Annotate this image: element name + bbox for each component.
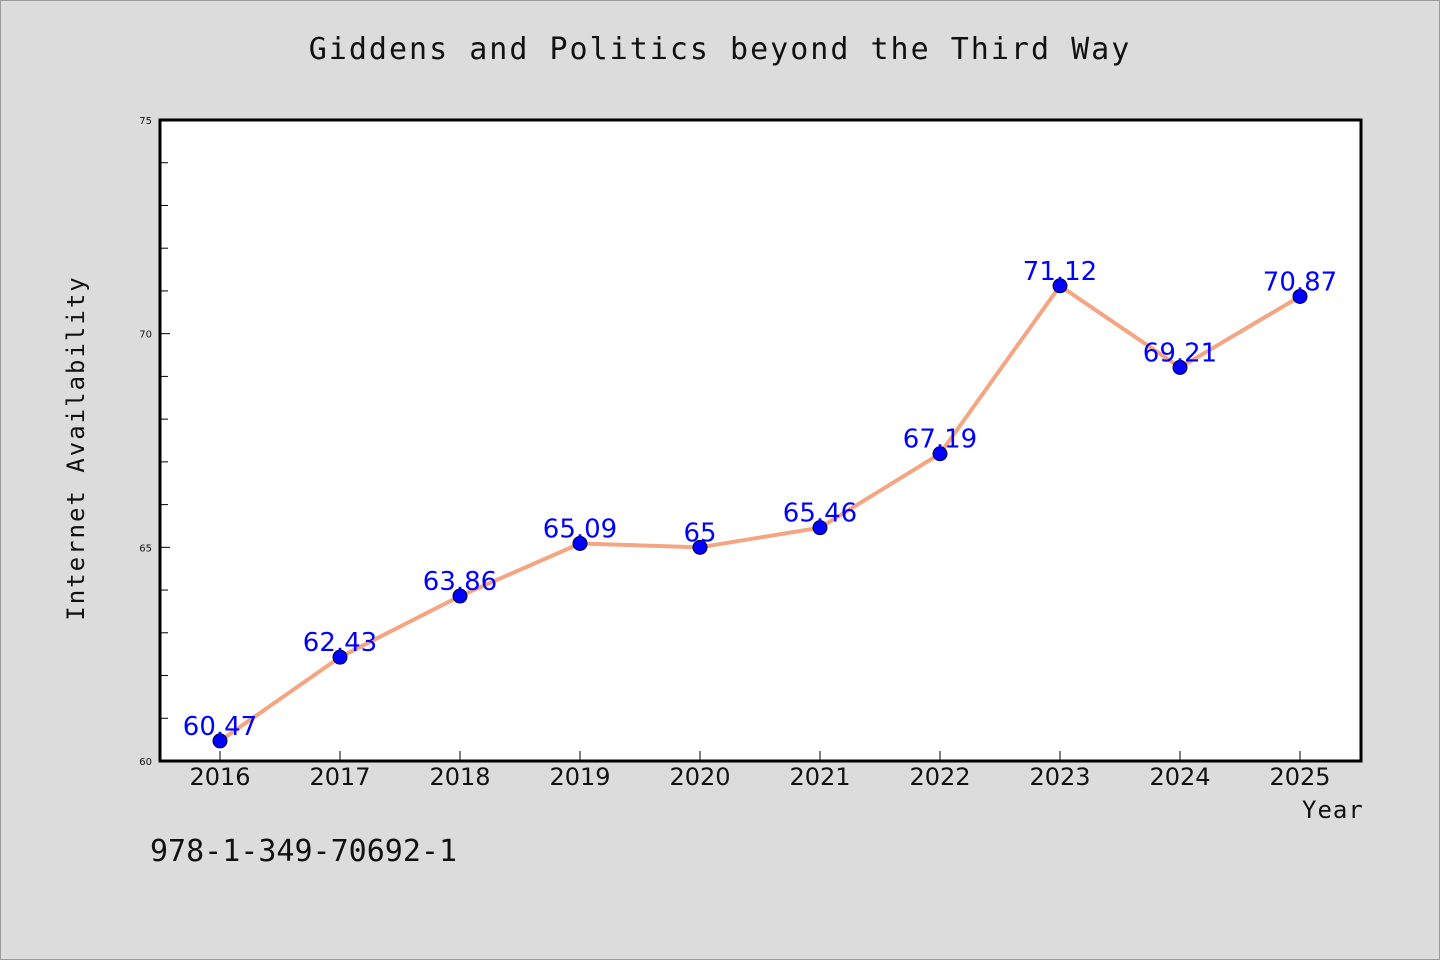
- data-point: [692, 539, 708, 555]
- data-point: [1172, 359, 1188, 375]
- x-tick-label: 2024: [1149, 763, 1210, 791]
- x-tick-label: 2023: [1029, 763, 1090, 791]
- series-line-group: [218, 283, 1302, 743]
- x-axis-label: Year: [1302, 796, 1364, 824]
- y-ticks: 60 65 70 75: [139, 116, 170, 768]
- data-point: [1052, 278, 1068, 294]
- data-point: [452, 588, 468, 604]
- y-tick-label: 75: [139, 116, 152, 127]
- data-label: 65: [683, 518, 716, 548]
- data-label: 63.86: [423, 567, 497, 597]
- data-label: 65.46: [783, 499, 857, 529]
- data-label: 70.87: [1263, 267, 1337, 297]
- x-tick-label: 2021: [789, 763, 850, 791]
- data-point: [572, 535, 588, 551]
- x-tick-label: 2025: [1269, 763, 1330, 791]
- data-point: [1292, 288, 1308, 304]
- x-tick-label: 2022: [909, 763, 970, 791]
- y-tick-label: 65: [139, 543, 152, 554]
- x-ticks: 2016 2017 2018 2019 2020 2021 2022 2023 2024 2025: [189, 751, 1331, 791]
- x-tick-label: 2016: [189, 763, 250, 791]
- plot-area: [158, 118, 1363, 763]
- x-tick-label: 2018: [429, 763, 490, 791]
- series-line: [218, 283, 1302, 743]
- chart-title: Giddens and Politics beyond the Third Wa…: [308, 32, 1132, 67]
- data-label: 60.47: [183, 712, 257, 742]
- data-markers: [212, 278, 1308, 749]
- data-point: [932, 446, 948, 462]
- y-tick-label: 60: [139, 757, 152, 768]
- data-point: [812, 520, 828, 536]
- data-labels: 60.47 62.43 63.86 65.09 65 65.46 67.19 71.12 69.…: [183, 257, 1337, 742]
- x-tick-label: 2020: [669, 763, 730, 791]
- y-tick-label: 70: [139, 330, 152, 341]
- x-tick-label: 2017: [309, 763, 370, 791]
- data-label: 71.12: [1023, 257, 1097, 287]
- data-label: 65.09: [543, 514, 617, 544]
- data-label: 62.43: [303, 628, 377, 658]
- x-tick-label: 2019: [549, 763, 610, 791]
- data-label: 67.19: [903, 425, 977, 455]
- data-point: [212, 733, 228, 749]
- isbn-text: 978-1-349-70692-1: [150, 834, 458, 869]
- data-label: 69.21: [1143, 338, 1217, 368]
- data-point: [332, 649, 348, 665]
